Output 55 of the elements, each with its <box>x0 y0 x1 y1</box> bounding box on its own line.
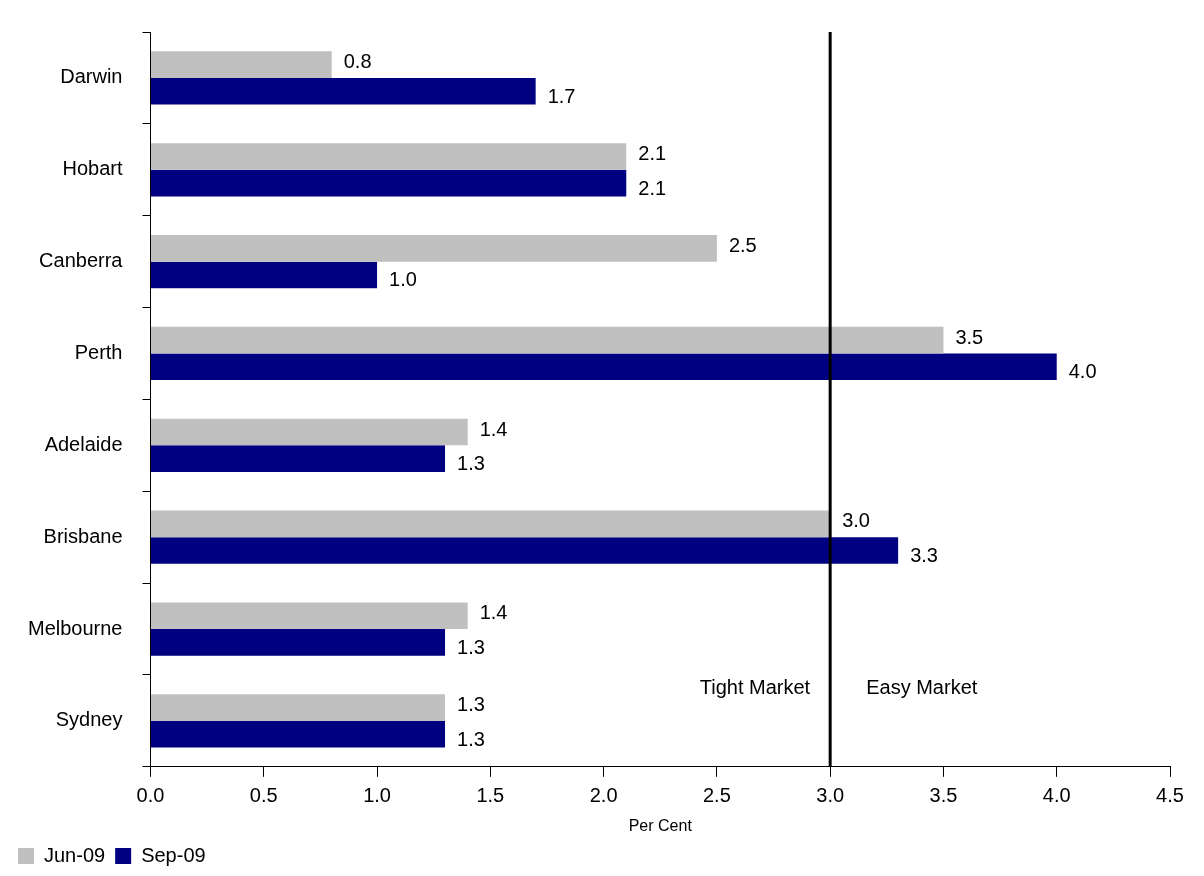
y-tick-label: Darwin <box>60 65 123 88</box>
bar <box>151 77 536 105</box>
x-tick-label: 2.0 <box>589 784 618 807</box>
x-tick-label: 2.5 <box>702 784 731 807</box>
bar <box>151 445 446 472</box>
bar <box>151 51 332 78</box>
data-label: 1.3 <box>457 452 485 475</box>
legend-label: Sep-09 <box>141 843 206 866</box>
bar <box>151 694 446 721</box>
data-label: 1.7 <box>547 84 576 107</box>
data-label: 3.3 <box>910 544 938 567</box>
legend-label: Jun-09 <box>44 843 106 866</box>
bar <box>151 326 944 354</box>
y-tick-label: Sydney <box>55 708 123 731</box>
x-tick-label: 0.0 <box>136 784 165 807</box>
y-tick-label: Brisbane <box>43 524 123 547</box>
bar <box>151 602 468 630</box>
x-tick-label: 0.5 <box>249 784 278 807</box>
bar <box>151 418 468 446</box>
annotation: Easy Market <box>866 676 978 699</box>
y-tick-label: Canberra <box>39 249 124 272</box>
y-tick-label: Melbourne <box>27 616 123 639</box>
data-label: 1.3 <box>457 727 485 750</box>
y-tick-label: Adelaide <box>44 432 123 455</box>
x-tick-label: 1.5 <box>476 784 505 807</box>
x-tick-label: 4.5 <box>1156 784 1184 807</box>
data-label: 1.4 <box>479 601 508 624</box>
bar <box>151 629 446 656</box>
bar <box>151 537 899 564</box>
y-tick-label: Hobart <box>62 157 123 180</box>
x-tick-label: 3.0 <box>816 784 845 807</box>
bar <box>151 510 831 538</box>
bar <box>151 169 627 197</box>
data-label: 1.0 <box>389 268 417 291</box>
x-tick-label: 4.0 <box>1042 784 1071 807</box>
data-label: 2.5 <box>728 233 757 256</box>
x-tick-label: 1.0 <box>363 784 391 807</box>
y-tick-label: Perth <box>74 340 123 363</box>
data-label: 3.0 <box>842 509 870 532</box>
data-label: 4.0 <box>1068 360 1097 383</box>
annotation: Tight Market <box>699 676 811 699</box>
data-label: 0.8 <box>343 50 372 73</box>
data-label: 1.3 <box>457 635 485 658</box>
bar <box>151 261 378 289</box>
bar <box>151 720 446 748</box>
data-label: 2.1 <box>638 141 667 164</box>
data-label: 1.3 <box>457 693 485 716</box>
x-tick-label: 3.5 <box>929 784 958 807</box>
bar <box>151 234 717 262</box>
data-label: 1.4 <box>479 417 508 440</box>
data-label: 3.5 <box>955 325 984 348</box>
x-axis-title: Per Cent <box>628 816 693 834</box>
bar <box>151 143 627 170</box>
data-label: 2.1 <box>638 176 667 199</box>
bar <box>151 353 1057 381</box>
